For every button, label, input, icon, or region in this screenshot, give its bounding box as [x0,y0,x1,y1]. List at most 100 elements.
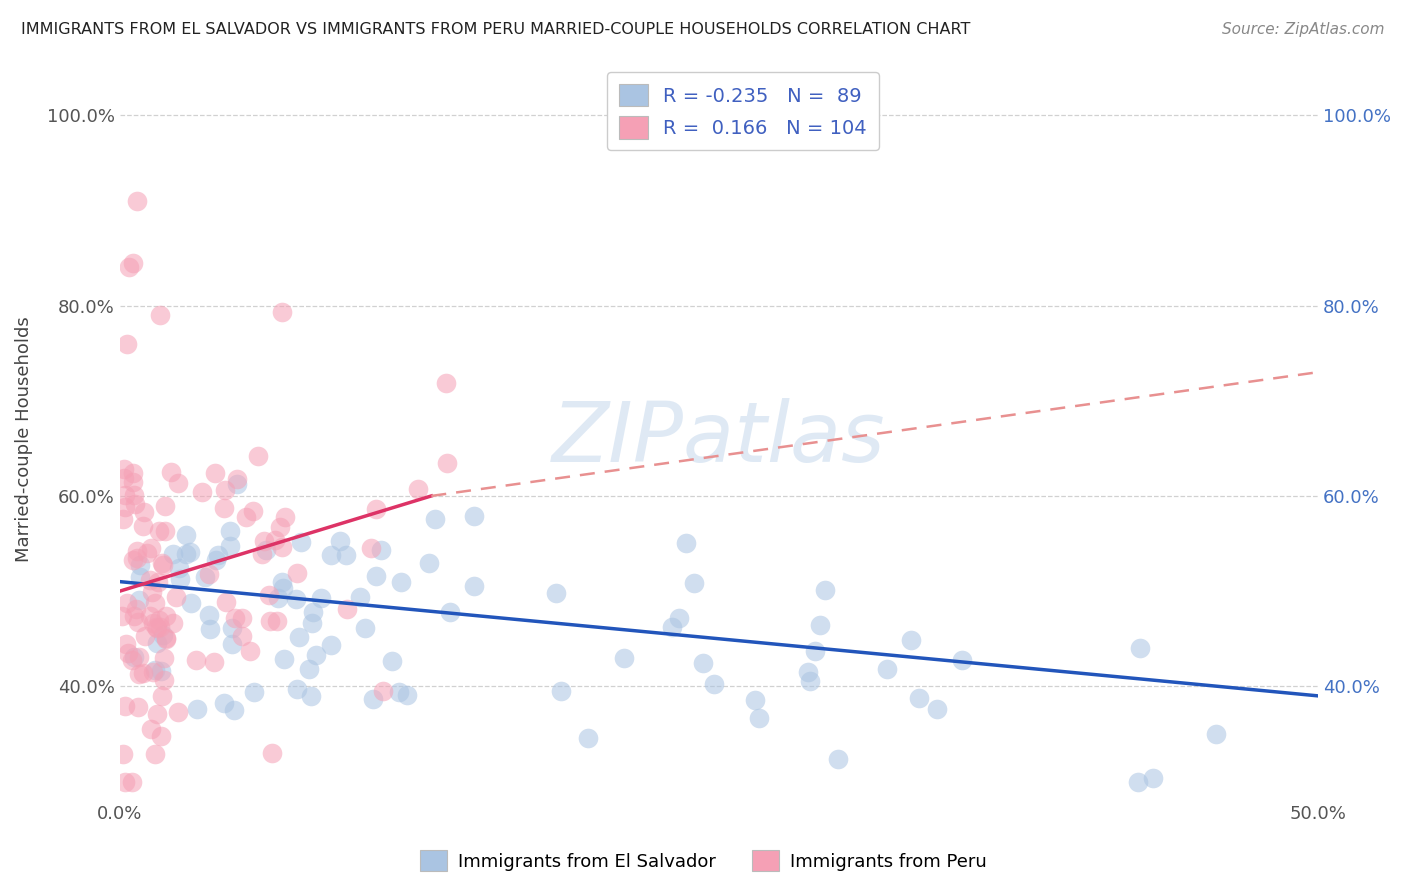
Point [748,711,770,725]
Legend: Immigrants from El Salvador, Immigrants from Peru: Immigrants from El Salvador, Immigrants … [412,843,994,879]
Point [214,595,236,609]
Point [544,586,567,600]
Point [309,591,332,605]
Point [214,483,236,497]
Point [128,569,150,583]
Point [274,509,297,524]
Point [260,746,283,760]
Point [827,751,849,765]
Point [114,637,136,651]
Point [224,703,246,717]
Point [299,689,322,703]
Point [328,534,350,549]
Point [242,503,264,517]
Point [125,550,148,565]
Point [127,700,149,714]
Point [371,684,394,698]
Point [204,466,226,480]
Point [114,488,136,502]
Point [142,665,165,679]
Point [703,676,725,690]
Point [132,665,155,680]
Point [221,637,243,651]
Point [290,535,312,549]
Point [141,541,163,555]
Point [114,698,136,713]
Point [425,512,447,526]
Point [305,648,328,662]
Point [155,609,177,624]
Point [114,500,136,514]
Point [149,308,172,322]
Point [218,539,240,553]
Point [361,691,384,706]
Point [675,535,697,549]
Point [207,548,229,562]
Point [112,470,135,484]
Point [813,583,835,598]
Point [613,650,636,665]
Point [246,450,269,464]
Y-axis label: Married-couple Households: Married-couple Households [15,316,32,562]
Point [112,462,135,476]
Point [139,609,162,624]
Point [381,654,404,668]
Point [122,475,145,489]
Point [146,621,169,635]
Point [145,620,167,634]
Point [186,653,208,667]
Point [550,684,572,698]
Point [808,618,831,632]
Point [253,534,276,549]
Point [162,547,184,561]
Point [117,646,139,660]
Point [124,649,146,664]
Point [115,336,138,351]
Point [226,476,249,491]
Point [169,572,191,586]
Point [153,650,176,665]
Point [273,652,295,666]
Point [153,673,176,687]
Point [114,774,136,789]
Point [132,505,155,519]
Point [198,622,221,636]
Point [218,524,240,538]
Point [271,305,294,319]
Point [212,696,235,710]
Point [302,606,325,620]
Point [950,653,973,667]
Point [150,730,173,744]
Point [125,543,148,558]
Point [349,590,371,604]
Point [121,774,143,789]
Point [152,628,174,642]
Point [166,476,188,491]
Legend: R = -0.235   N =  89, R =  0.166   N = 104: R = -0.235 N = 89, R = 0.166 N = 104 [607,72,879,150]
Point [118,260,141,275]
Point [239,644,262,658]
Point [463,508,485,523]
Point [266,591,288,606]
Point [270,540,292,554]
Point [132,519,155,533]
Point [142,615,165,630]
Point [202,655,225,669]
Point [250,547,273,561]
Point [335,548,357,562]
Point [125,602,148,616]
Point [152,558,174,573]
Point [128,650,150,665]
Point [167,705,190,719]
Point [165,591,187,605]
Point [127,615,149,629]
Point [360,541,382,556]
Point [149,664,172,678]
Point [744,693,766,707]
Point [134,629,156,643]
Point [285,566,308,581]
Point [799,673,821,688]
Point [876,662,898,676]
Point [186,702,208,716]
Point [804,644,827,658]
